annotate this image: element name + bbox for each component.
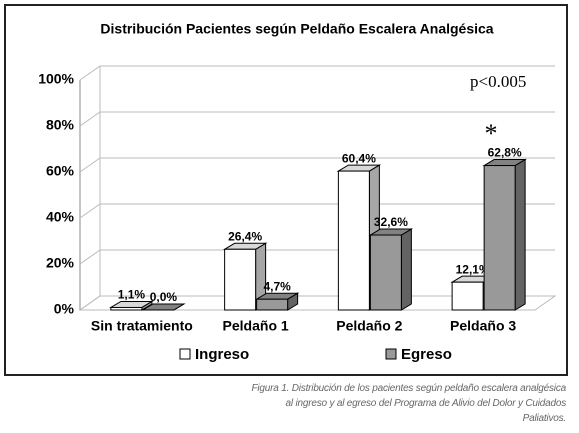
bar bbox=[451, 281, 484, 311]
value-label: 62,8% bbox=[488, 146, 522, 160]
y-tick-label: 60% bbox=[46, 163, 75, 179]
legend-label: Egreso bbox=[401, 346, 452, 363]
bar-top bbox=[141, 303, 186, 311]
legend-swatch bbox=[385, 348, 397, 360]
legend-label: Ingreso bbox=[195, 346, 249, 363]
y-tick-label: 80% bbox=[46, 117, 75, 133]
bar bbox=[110, 306, 143, 311]
x-tick-label: Peldaño 3 bbox=[450, 318, 516, 334]
bar bbox=[224, 248, 257, 311]
value-label: 26,4% bbox=[228, 229, 262, 243]
value-label: 60,4% bbox=[342, 151, 376, 165]
grid-line bbox=[79, 65, 555, 81]
annotation: p<0.005 bbox=[470, 72, 526, 91]
grid-line bbox=[79, 157, 555, 173]
chart-title: Distribución Pacientes según Peldaño Esc… bbox=[100, 21, 493, 37]
value-label: 32,6% bbox=[374, 215, 408, 229]
grid-line bbox=[79, 111, 555, 127]
y-tick-label: 100% bbox=[38, 71, 74, 87]
bar bbox=[483, 165, 516, 311]
bar bbox=[256, 298, 289, 311]
x-tick-label: Peldaño 1 bbox=[223, 318, 289, 334]
value-label: 1,1% bbox=[118, 288, 146, 302]
y-tick-label: 20% bbox=[46, 255, 75, 271]
x-tick-label: Peldaño 2 bbox=[336, 318, 402, 334]
bar-side bbox=[514, 158, 526, 311]
caption: Figura 1. Distribución de los pacientes … bbox=[251, 383, 567, 424]
y-tick-label: 0% bbox=[54, 301, 75, 317]
bar bbox=[337, 170, 370, 311]
bar-side bbox=[400, 228, 412, 311]
bar bbox=[369, 234, 402, 311]
y-tick-label: 40% bbox=[46, 209, 75, 225]
value-label: 4,7% bbox=[263, 279, 291, 293]
annotation: * bbox=[485, 119, 498, 148]
grid-line bbox=[79, 203, 555, 219]
x-tick-label: Sin tratamiento bbox=[91, 318, 193, 334]
chart: Distribución Pacientes según Peldaño Esc… bbox=[4, 4, 568, 376]
value-label: 0,0% bbox=[150, 290, 178, 304]
value-label: 12,1% bbox=[456, 262, 490, 276]
legend-swatch bbox=[179, 348, 191, 360]
